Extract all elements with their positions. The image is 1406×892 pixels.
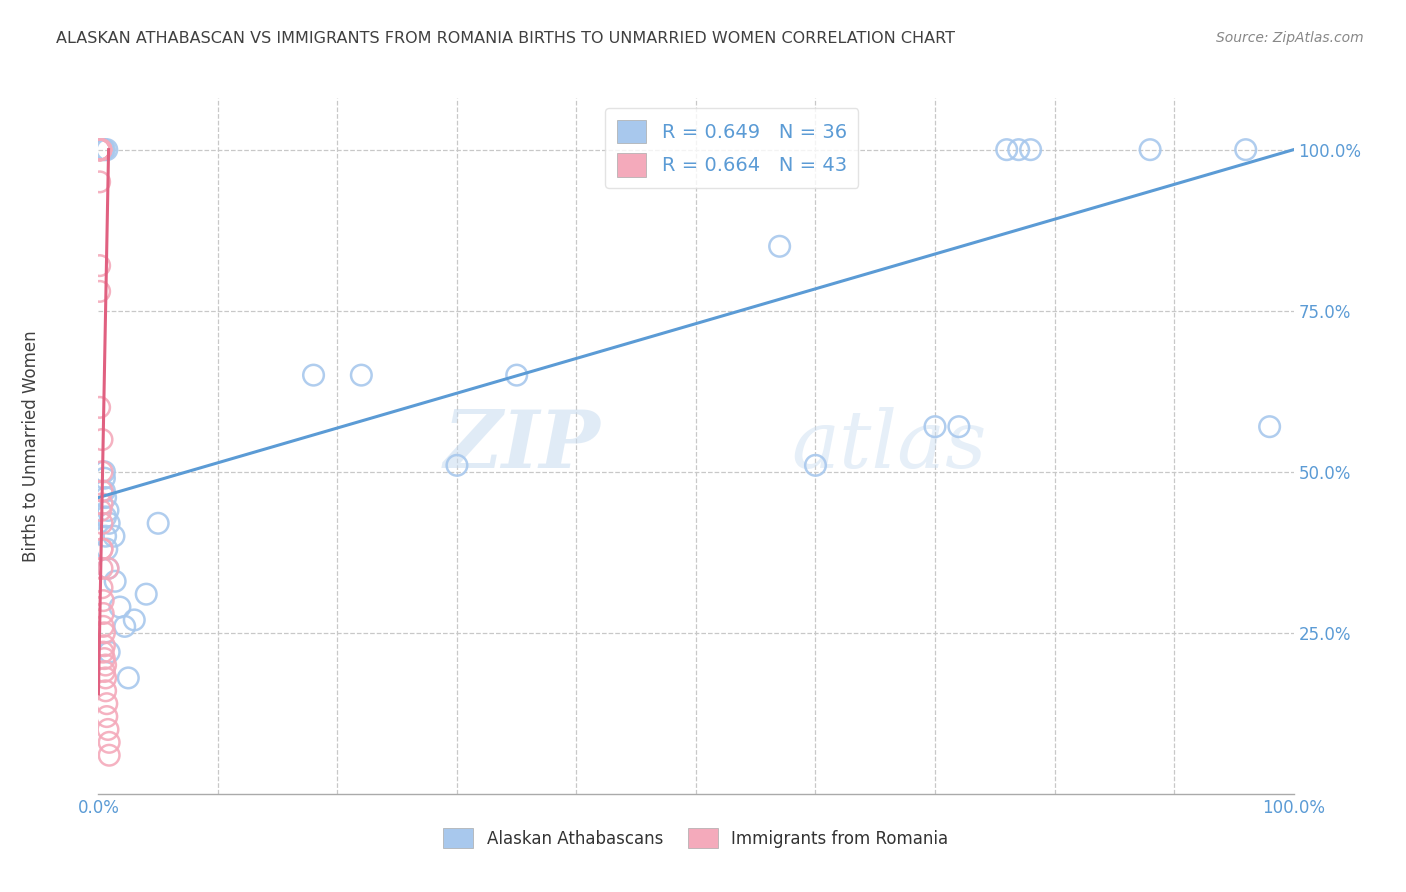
Point [91,607,114,621]
Point [91,542,114,557]
Text: Source: ZipAtlas.com: Source: ZipAtlas.com [1216,31,1364,45]
Point [96,709,118,723]
Point [93,665,115,679]
Point [995,143,1018,157]
Point [91,433,114,447]
Point [1019,143,1042,157]
Point [96,143,118,157]
Point [91,542,114,557]
Point [506,368,529,383]
Text: atlas: atlas [792,408,987,484]
Point [94,683,117,698]
Point [98,645,121,659]
Point [97,561,120,575]
Point [948,419,970,434]
Point [148,516,170,531]
Point [124,613,146,627]
Point [924,419,946,434]
Point [94,529,117,543]
Point [93,651,115,665]
Point [89,143,111,157]
Point [302,368,325,383]
Point [768,239,790,253]
Point [93,471,115,485]
Point [1139,143,1161,157]
Point [103,529,125,543]
Point [1258,419,1281,434]
Point [350,368,373,383]
Point [98,516,121,531]
Point [89,259,111,273]
Text: Births to Unmarried Women: Births to Unmarried Women [22,330,39,562]
Point [91,619,114,633]
Point [90,143,112,157]
Point [97,503,120,517]
Point [89,143,111,157]
Point [98,735,121,749]
Point [94,491,117,505]
Point [93,625,115,640]
Point [94,658,117,673]
Point [90,143,112,157]
Point [91,516,114,531]
Point [104,574,127,589]
Point [90,143,112,157]
Point [117,671,139,685]
Point [91,497,114,511]
Point [90,143,112,157]
Point [114,619,136,633]
Point [91,645,114,659]
Point [90,503,112,517]
Point [89,143,111,157]
Point [97,561,120,575]
Point [91,581,114,595]
Text: ZIP: ZIP [443,408,600,484]
Point [89,401,111,415]
Point [89,143,111,157]
Point [91,465,114,479]
Point [91,593,114,607]
Point [96,542,118,557]
Point [90,143,112,157]
Point [804,458,827,473]
Point [89,143,111,157]
Point [97,723,120,737]
Point [96,697,118,711]
Point [93,484,115,499]
Point [91,143,114,157]
Point [98,748,121,763]
Legend: Alaskan Athabascans, Immigrants from Romania: Alaskan Athabascans, Immigrants from Rom… [437,822,955,855]
Point [89,285,111,299]
Point [93,465,115,479]
Point [93,639,115,653]
Point [1007,143,1029,157]
Text: ALASKAN ATHABASCAN VS IMMIGRANTS FROM ROMANIA BIRTHS TO UNMARRIED WOMEN CORRELAT: ALASKAN ATHABASCAN VS IMMIGRANTS FROM RO… [56,31,955,46]
Point [446,458,468,473]
Point [91,484,114,499]
Point [94,671,117,685]
Point [135,587,157,601]
Point [108,600,131,615]
Point [94,509,117,524]
Point [91,561,114,575]
Point [89,143,111,157]
Point [1234,143,1257,157]
Point [93,143,115,157]
Point [89,175,111,189]
Point [89,143,111,157]
